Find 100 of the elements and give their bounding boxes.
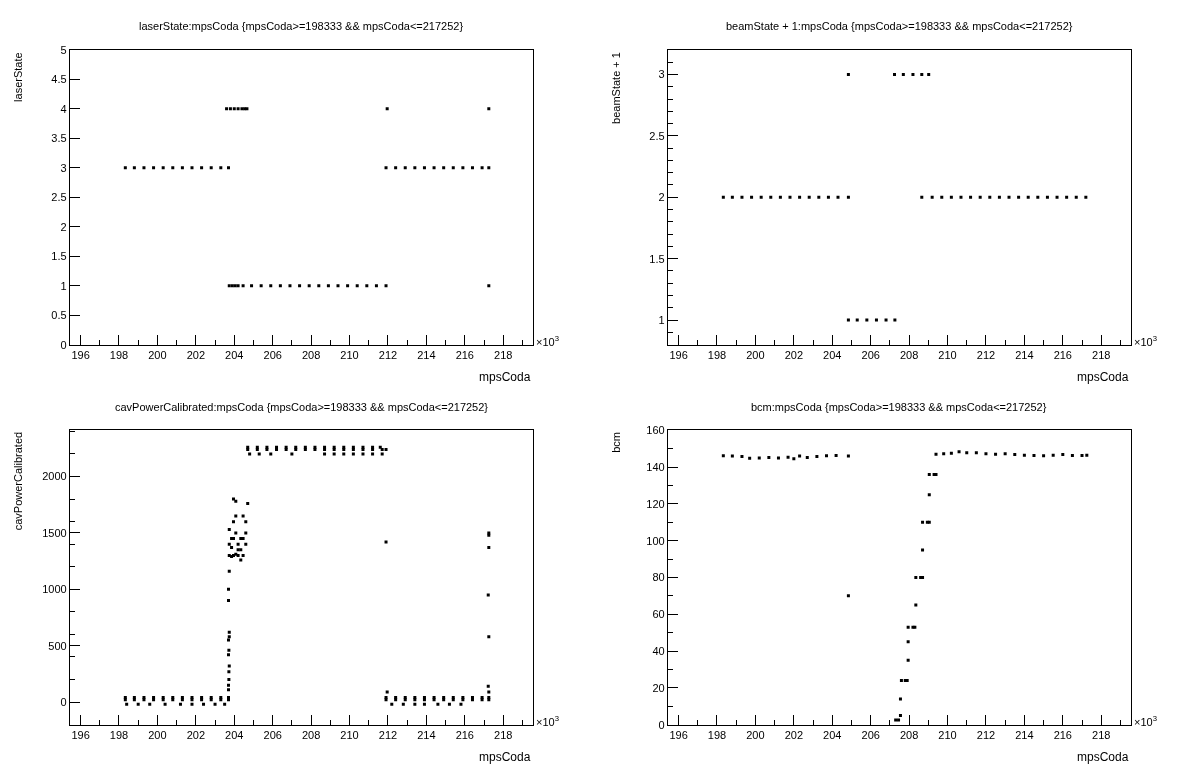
x-tick-label: 202 bbox=[784, 729, 804, 741]
y-tick-label: 1500 bbox=[42, 526, 67, 539]
x-tick-label: 214 bbox=[1015, 349, 1034, 361]
point bbox=[942, 452, 946, 456]
point bbox=[384, 166, 388, 170]
point bbox=[1017, 195, 1021, 199]
text: ×10$^{3}$ bbox=[1134, 334, 1157, 348]
point bbox=[307, 284, 311, 288]
point bbox=[965, 451, 969, 455]
point bbox=[257, 452, 261, 456]
y-tick-label: 3.5 bbox=[51, 132, 67, 145]
point bbox=[487, 690, 491, 694]
point bbox=[227, 648, 231, 652]
chart-title: beamState + 1:mpsCoda {mpsCoda>=198333 && mpsCoda<=217252} bbox=[726, 20, 1073, 32]
point bbox=[730, 195, 734, 199]
point bbox=[914, 575, 918, 579]
point bbox=[278, 284, 282, 288]
point bbox=[227, 653, 230, 657]
point bbox=[227, 664, 231, 668]
point bbox=[836, 195, 840, 199]
point bbox=[1032, 454, 1036, 457]
point bbox=[190, 702, 194, 706]
point bbox=[865, 318, 869, 322]
point bbox=[786, 455, 790, 459]
point bbox=[487, 284, 491, 288]
x-tick-label: 208 bbox=[301, 729, 321, 741]
y-tick-label: 2.5 bbox=[649, 129, 665, 142]
point bbox=[487, 635, 491, 639]
point bbox=[949, 195, 953, 199]
point bbox=[232, 107, 236, 111]
point bbox=[788, 195, 792, 199]
point bbox=[1045, 195, 1049, 199]
point bbox=[190, 166, 194, 170]
point bbox=[403, 166, 407, 170]
point bbox=[834, 454, 838, 457]
point bbox=[750, 195, 754, 199]
point bbox=[336, 284, 340, 288]
y-tick-label: 4 bbox=[60, 102, 67, 115]
point bbox=[346, 284, 350, 288]
x-tick-label: 200 bbox=[746, 349, 765, 361]
point bbox=[921, 548, 925, 552]
point bbox=[1055, 195, 1059, 199]
point bbox=[351, 452, 355, 456]
x-axis-title: mpsCoda bbox=[1077, 750, 1129, 764]
point bbox=[927, 72, 931, 76]
y-tick-label: 0.5 bbox=[51, 309, 67, 322]
point bbox=[906, 640, 910, 644]
point bbox=[142, 166, 146, 170]
y-tick-label: 1.5 bbox=[649, 252, 665, 265]
point bbox=[911, 72, 915, 76]
point bbox=[244, 520, 248, 524]
point bbox=[927, 472, 931, 476]
point bbox=[163, 702, 167, 706]
point bbox=[959, 195, 963, 199]
point bbox=[223, 702, 227, 706]
point bbox=[239, 558, 243, 562]
point bbox=[180, 166, 184, 170]
point bbox=[227, 569, 231, 573]
x-tick-label: 196 bbox=[71, 349, 90, 361]
point bbox=[855, 318, 859, 322]
point bbox=[1042, 454, 1046, 458]
point bbox=[894, 718, 898, 722]
y-tick-label: 40 bbox=[652, 644, 665, 657]
point bbox=[244, 531, 248, 535]
y-tick-label: 4.5 bbox=[51, 73, 67, 86]
y-tick-label: 2 bbox=[60, 220, 67, 233]
x-tick-label: 208 bbox=[301, 349, 321, 361]
point bbox=[969, 195, 973, 199]
point bbox=[901, 72, 905, 76]
point bbox=[927, 493, 931, 497]
point bbox=[323, 452, 327, 456]
x-tick-label: 210 bbox=[340, 349, 359, 361]
point bbox=[920, 72, 924, 76]
point bbox=[246, 502, 250, 506]
point bbox=[906, 625, 910, 629]
point bbox=[769, 195, 773, 199]
point bbox=[757, 456, 761, 460]
point bbox=[228, 107, 232, 111]
y-tick-label: 120 bbox=[646, 497, 665, 510]
point bbox=[132, 166, 136, 170]
point bbox=[740, 195, 744, 199]
point bbox=[792, 457, 796, 461]
point bbox=[1065, 195, 1069, 199]
x-tick-label: 216 bbox=[1053, 349, 1072, 361]
x-tick-label: 214 bbox=[1015, 729, 1034, 741]
point bbox=[957, 450, 961, 454]
x-tick-label: 206 bbox=[861, 729, 880, 741]
point bbox=[248, 452, 252, 456]
point bbox=[487, 107, 491, 111]
point bbox=[384, 284, 388, 288]
y-tick-label: 140 bbox=[646, 460, 665, 473]
point bbox=[874, 318, 878, 322]
point bbox=[269, 284, 273, 288]
point bbox=[371, 452, 375, 456]
chart-title: laserState:mpsCoda {mpsCoda>=198333 && mpsCoda<=217252} bbox=[139, 20, 464, 32]
x-axis-title: mpsCoda bbox=[479, 750, 531, 764]
chart-title: cavPowerCalibrated:mpsCoda {mpsCoda>=198333 && mpsCoda<=217252} bbox=[115, 401, 489, 413]
point bbox=[234, 531, 238, 535]
y-axis-title: laserState bbox=[12, 52, 25, 102]
point bbox=[202, 702, 206, 706]
